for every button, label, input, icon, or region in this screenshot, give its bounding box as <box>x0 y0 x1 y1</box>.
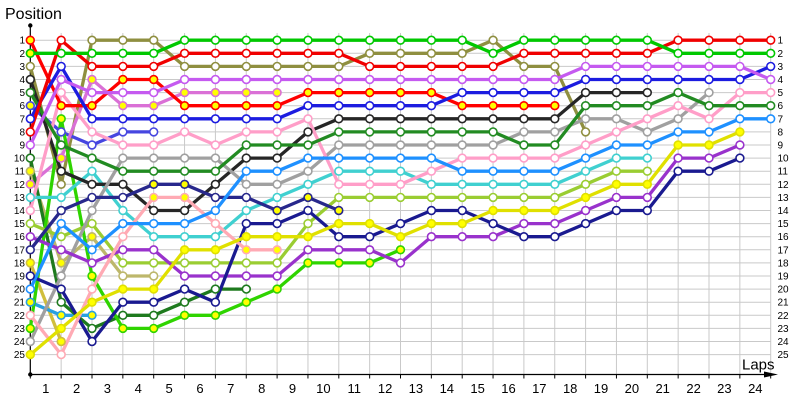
svg-text:18: 18 <box>14 258 26 269</box>
svg-text:14: 14 <box>14 206 26 217</box>
svg-text:21: 21 <box>655 381 669 396</box>
svg-text:20: 20 <box>625 381 639 396</box>
svg-text:22: 22 <box>778 311 790 322</box>
svg-text:6: 6 <box>196 381 203 396</box>
svg-text:17: 17 <box>14 245 26 256</box>
svg-text:3: 3 <box>19 62 25 73</box>
svg-text:14: 14 <box>778 206 790 217</box>
svg-text:21: 21 <box>14 298 26 309</box>
svg-text:22: 22 <box>14 311 26 322</box>
svg-text:16: 16 <box>14 232 26 243</box>
svg-text:20: 20 <box>14 285 26 296</box>
svg-text:17: 17 <box>532 381 546 396</box>
svg-text:3: 3 <box>104 381 111 396</box>
svg-text:5: 5 <box>165 381 172 396</box>
svg-text:15: 15 <box>14 219 26 230</box>
svg-text:2: 2 <box>19 49 25 60</box>
svg-text:2: 2 <box>73 381 80 396</box>
svg-text:2: 2 <box>778 49 784 60</box>
svg-text:24: 24 <box>748 381 762 396</box>
svg-text:23: 23 <box>778 324 790 335</box>
svg-text:11: 11 <box>778 167 789 178</box>
svg-text:9: 9 <box>19 141 25 152</box>
svg-text:15: 15 <box>470 381 484 396</box>
svg-text:11: 11 <box>15 167 26 178</box>
svg-text:25: 25 <box>778 350 790 361</box>
svg-text:19: 19 <box>594 381 608 396</box>
svg-text:10: 10 <box>14 154 26 165</box>
svg-text:5: 5 <box>19 88 25 99</box>
svg-text:4: 4 <box>135 381 142 396</box>
svg-text:11: 11 <box>347 381 361 396</box>
svg-text:16: 16 <box>778 232 790 243</box>
svg-text:6: 6 <box>19 101 25 112</box>
svg-text:23: 23 <box>717 381 731 396</box>
svg-text:10: 10 <box>778 154 790 165</box>
svg-text:4: 4 <box>778 75 784 86</box>
svg-text:20: 20 <box>778 285 790 296</box>
svg-text:18: 18 <box>563 381 577 396</box>
svg-text:12: 12 <box>778 180 790 191</box>
svg-text:7: 7 <box>227 381 234 396</box>
svg-text:13: 13 <box>778 193 790 204</box>
svg-text:21: 21 <box>778 298 790 309</box>
svg-text:19: 19 <box>778 272 790 283</box>
svg-text:8: 8 <box>778 127 784 138</box>
svg-text:12: 12 <box>14 180 26 191</box>
svg-text:8: 8 <box>258 381 265 396</box>
svg-text:19: 19 <box>14 272 26 283</box>
svg-text:23: 23 <box>14 324 26 335</box>
svg-text:8: 8 <box>19 127 25 138</box>
svg-text:15: 15 <box>778 219 790 230</box>
svg-text:3: 3 <box>778 62 784 73</box>
svg-text:12: 12 <box>378 381 392 396</box>
svg-text:9: 9 <box>289 381 296 396</box>
svg-text:18: 18 <box>778 258 790 269</box>
svg-text:13: 13 <box>14 193 26 204</box>
svg-text:25: 25 <box>14 350 26 361</box>
svg-text:10: 10 <box>316 381 330 396</box>
svg-text:9: 9 <box>778 141 784 152</box>
svg-text:24: 24 <box>778 337 790 348</box>
svg-text:22: 22 <box>686 381 700 396</box>
svg-text:6: 6 <box>778 101 784 112</box>
svg-text:1: 1 <box>19 36 25 47</box>
svg-text:16: 16 <box>501 381 515 396</box>
svg-text:7: 7 <box>778 114 784 125</box>
svg-text:24: 24 <box>14 337 26 348</box>
svg-text:1: 1 <box>42 381 49 396</box>
svg-text:13: 13 <box>409 381 423 396</box>
svg-text:17: 17 <box>778 245 790 256</box>
svg-text:14: 14 <box>440 381 454 396</box>
svg-text:5: 5 <box>778 88 784 99</box>
svg-text:Position: Position <box>5 6 62 23</box>
svg-text:1: 1 <box>778 36 784 47</box>
svg-text:Laps: Laps <box>742 357 775 374</box>
svg-text:7: 7 <box>19 114 25 125</box>
svg-text:4: 4 <box>19 75 25 86</box>
